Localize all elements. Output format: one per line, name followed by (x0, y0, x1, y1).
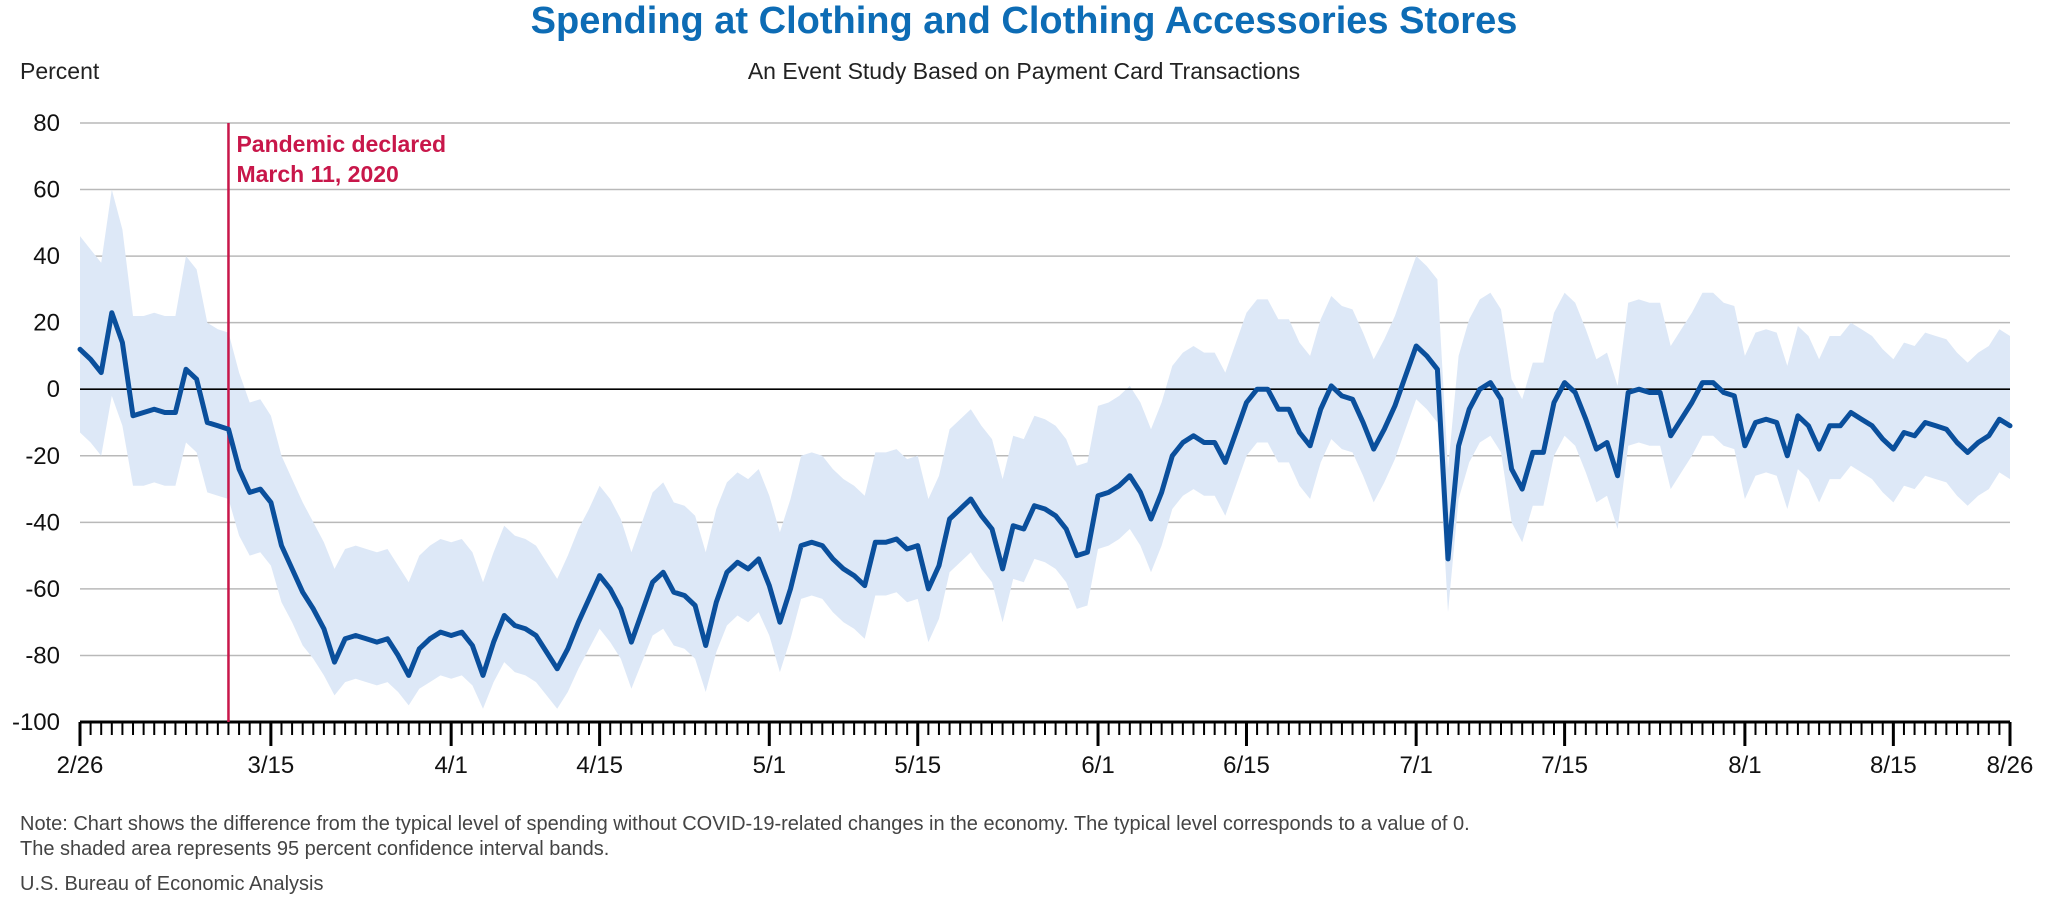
x-tick-label: 7/1 (1399, 752, 1432, 779)
line-chart: 80 60 40 20 0 -20 -40 -60 -80 -100 2/26 3/15 4/1 4/1… (12, 110, 2034, 779)
chart-subtitle: An Event Study Based on Payment Card Tra… (747, 58, 1301, 84)
series-line (77, 310, 2013, 678)
y-tick-label: 0 (47, 376, 60, 403)
chart-note: Note: Chart shows the difference from th… (20, 812, 1820, 862)
x-tick-label: 7/15 (1541, 752, 1588, 779)
x-tick-label: 8/1 (1728, 752, 1761, 779)
pandemic-annotation-line-2: March 11, 2020 (236, 161, 398, 187)
y-tick-label: 60 (33, 177, 60, 204)
y-tick-labels: 80 60 40 20 0 -20 -40 -60 -80 -100 (12, 110, 60, 736)
chart-title: Spending at Clothing and Clothing Access… (530, 0, 1518, 42)
note-line-2: The shaded area represents 95 percent co… (20, 838, 610, 860)
pandemic-annotation-line-1: Pandemic declared (236, 131, 446, 157)
y-tick-label: -80 (25, 642, 60, 669)
y-tick-label: 20 (33, 310, 60, 337)
y-tick-label: 40 (33, 243, 60, 270)
x-tick-label: 3/15 (248, 752, 295, 779)
x-tick-label: 6/1 (1081, 752, 1114, 779)
x-tick-label: 4/1 (434, 752, 467, 779)
x-tick-label: 6/15 (1223, 752, 1270, 779)
x-tick-label: 2/26 (57, 752, 104, 779)
y-tick-label: 80 (33, 110, 60, 137)
confidence-band (80, 189, 2010, 709)
x-tick-label: 8/26 (1987, 752, 2034, 779)
y-tick-label: -100 (12, 709, 60, 736)
x-tick-label: 8/15 (1870, 752, 1917, 779)
pandemic-annotation: Pandemic declared March 11, 2020 (236, 131, 452, 187)
source-credit: U.S. Bureau of Economic Analysis (20, 873, 324, 895)
y-tick-label: -60 (25, 576, 60, 603)
x-tick-label: 5/15 (894, 752, 941, 779)
x-tick-label: 4/15 (576, 752, 623, 779)
y-tick-label: -40 (25, 509, 60, 536)
x-tick-label: 5/1 (753, 752, 786, 779)
note-line-1: Note: Chart shows the difference from th… (20, 813, 1470, 835)
y-tick-label: -20 (25, 443, 60, 470)
x-axis: 2/26 3/15 4/1 4/15 5/1 5/15 6/1 6/15 7/1 7/15 8/1 8… (57, 720, 2034, 779)
y-axis-label: Percent (20, 58, 100, 84)
